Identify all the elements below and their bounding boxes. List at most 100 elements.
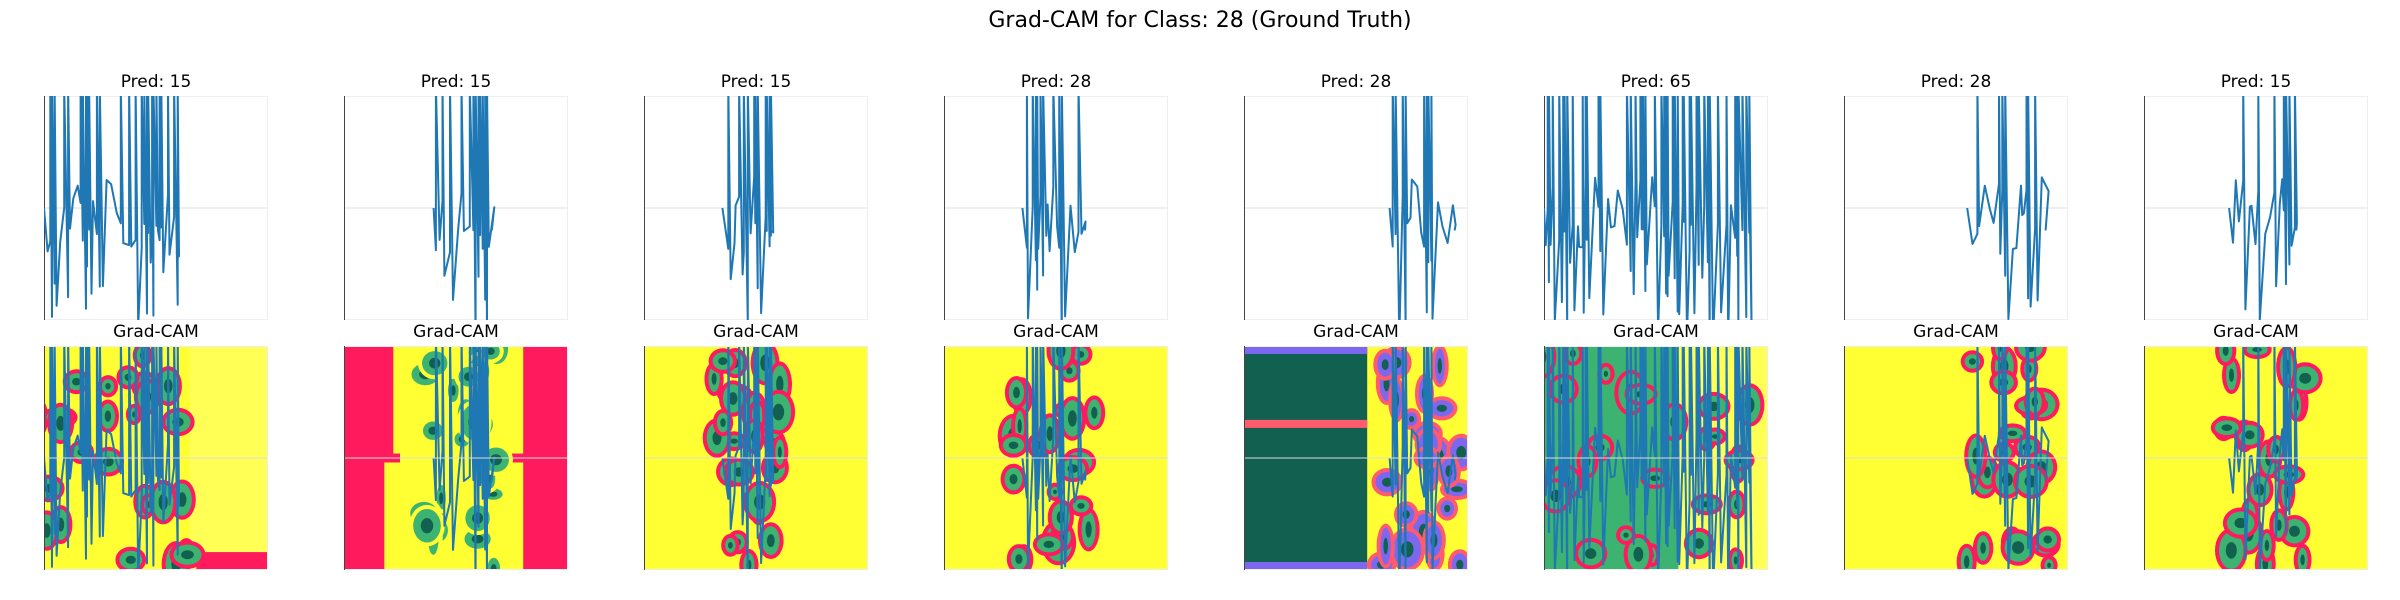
gradcam-heatmap <box>344 346 568 570</box>
cam-blob <box>2215 346 2237 367</box>
cam-blob <box>1373 348 1398 381</box>
cam-blob <box>169 540 206 569</box>
series-line <box>432 96 496 320</box>
series-line-overlay <box>1021 346 1087 570</box>
figure-title: Grad-CAM for Class: 28 (Ground Truth) <box>988 8 1412 33</box>
gradcam-heatmap <box>44 346 268 570</box>
series-line-overlay <box>432 346 496 570</box>
signal-svg <box>944 96 1168 320</box>
cam-blob <box>1960 350 1985 373</box>
signal-svg <box>344 96 568 320</box>
signal-svg <box>1544 96 1768 320</box>
signal-svg <box>44 96 268 320</box>
signal-plot <box>2144 96 2368 320</box>
heatmap-svg <box>344 346 568 570</box>
series-line-overlay <box>44 346 180 570</box>
cam-title: Grad-CAM <box>713 322 799 342</box>
cam-blob <box>998 433 1029 458</box>
signal-plot <box>1844 96 2068 320</box>
cam-blob <box>418 347 452 380</box>
cam-blob <box>1068 495 1094 517</box>
cam-blob <box>739 549 759 570</box>
series-line-overlay <box>721 346 775 570</box>
heatmap-svg <box>2144 346 2368 570</box>
series-line-overlay <box>1544 346 1753 570</box>
heatmap-svg <box>44 346 268 570</box>
pred-title: Pred: 15 <box>420 72 492 92</box>
cam-blob <box>1616 525 1636 545</box>
pred-title: Pred: 65 <box>1620 72 1692 92</box>
cam-blob <box>409 504 445 547</box>
signal-plot <box>944 96 1168 320</box>
cam-region <box>1244 419 1368 428</box>
pred-title: Pred: 28 <box>1320 72 1392 92</box>
cam-blob <box>2222 507 2259 539</box>
gradcam-heatmap <box>1844 346 2068 570</box>
cam-blob <box>771 435 789 470</box>
series-line-overlay <box>2228 346 2298 570</box>
series-line-overlay <box>1966 346 2050 570</box>
cam-blob <box>2293 543 2312 570</box>
cam-blob <box>2040 555 2058 570</box>
gradcam-heatmap <box>944 346 1168 570</box>
cam-blob <box>1447 549 1468 570</box>
cam-blob <box>1004 376 1029 410</box>
signal-svg <box>1844 96 2068 320</box>
cam-blob <box>1696 391 1731 421</box>
signal-plot <box>644 96 868 320</box>
signal-plot <box>1244 96 1468 320</box>
signal-plot <box>1544 96 1768 320</box>
cam-blob <box>1972 531 1994 565</box>
series-line-overlay <box>1388 346 1457 570</box>
cam-blob <box>1430 346 1449 388</box>
cam-title: Grad-CAM <box>1013 322 1099 342</box>
cam-blob <box>2013 346 2047 363</box>
pred-title: Pred: 28 <box>1020 72 1092 92</box>
cam-blob <box>721 533 740 557</box>
series-line <box>1388 96 1457 320</box>
cam-region <box>1244 346 1368 354</box>
signal-svg <box>1244 96 1468 320</box>
cam-blob <box>96 399 119 433</box>
cam-region <box>196 552 268 570</box>
cam-blob <box>1006 544 1031 570</box>
signal-plot <box>344 96 568 320</box>
cam-blob <box>2210 416 2243 439</box>
cam-blob <box>1956 543 1977 570</box>
gradcam-heatmap <box>1244 346 1468 570</box>
gradcam-heatmap <box>1544 346 1768 570</box>
cam-title: Grad-CAM <box>413 322 499 342</box>
cam-title: Grad-CAM <box>113 322 199 342</box>
pred-title: Pred: 15 <box>720 72 792 92</box>
heatmap-svg <box>1844 346 2068 570</box>
cam-title: Grad-CAM <box>1313 322 1399 342</box>
cam-blob <box>2034 526 2061 553</box>
heatmap-svg <box>644 346 868 570</box>
gradcam-heatmap <box>644 346 868 570</box>
cam-blob <box>483 553 505 570</box>
signal-plot <box>44 96 268 320</box>
cam-blob <box>1083 395 1106 431</box>
cam-blob <box>1000 463 1027 495</box>
cam-blob <box>708 348 737 374</box>
series-line <box>1966 96 2050 320</box>
cam-title: Grad-CAM <box>2213 322 2299 342</box>
cam-title: Grad-CAM <box>1613 322 1699 342</box>
series-line <box>721 96 775 320</box>
heatmap-svg <box>944 346 1168 570</box>
series-line <box>1021 96 1087 320</box>
heatmap-svg <box>1544 346 1768 570</box>
cam-region <box>1244 562 1368 570</box>
cam-blob <box>2242 346 2272 360</box>
series-line <box>2228 96 2298 320</box>
heatmap-svg <box>1244 346 1468 570</box>
pred-title: Pred: 15 <box>120 72 192 92</box>
cam-blob <box>758 522 784 559</box>
cam-title: Grad-CAM <box>1913 322 1999 342</box>
cam-blob <box>1077 507 1100 552</box>
series-line <box>1544 96 1753 320</box>
cam-blob <box>1426 396 1458 421</box>
cam-blob <box>1032 532 1065 557</box>
cam-blob <box>97 375 119 398</box>
signal-svg <box>2144 96 2368 320</box>
